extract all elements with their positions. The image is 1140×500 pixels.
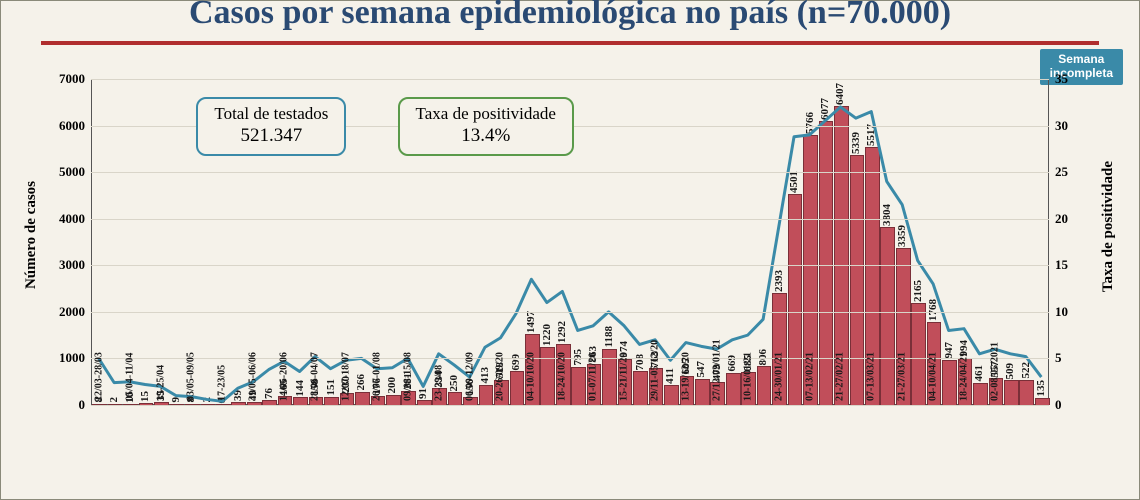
- x-tick-label: 10-16/01/21: [742, 352, 753, 405]
- ytick-right: 30: [1049, 118, 1068, 134]
- x-tick-label: 04-10/04/21: [928, 352, 939, 405]
- x-tick-label: 06/09-12/09: [464, 352, 475, 405]
- x-tick-label: 23-29/08: [433, 365, 444, 405]
- ytick-left: 2000: [59, 304, 91, 320]
- x-tick-label: 04-10/10/20: [526, 352, 537, 405]
- ytick-left: 1000: [59, 350, 91, 366]
- x-tick-label: 29/11-05/12/20: [649, 340, 660, 405]
- y-axis-label-left: Número de casos: [23, 181, 40, 289]
- chart-container: Número de casos Taxa de positividade 821…: [29, 71, 1111, 487]
- x-tick-label: 05/04-11/04: [124, 353, 135, 405]
- ytick-left: 3000: [59, 257, 91, 273]
- grid-line: [91, 312, 1049, 313]
- info-tested-label: Total de testados: [214, 103, 328, 124]
- grid-line: [91, 265, 1049, 266]
- x-tick-label: 18-24/10/20: [557, 352, 568, 405]
- x-tick-label: 22/03-28/03: [93, 352, 104, 405]
- title-underline: [41, 41, 1099, 45]
- grid-line: [91, 172, 1049, 173]
- y-axis-label-right: Taxa de positividade: [1100, 161, 1117, 292]
- ytick-left: 6000: [59, 118, 91, 134]
- x-tick-label: 26/07-01/08: [371, 352, 382, 405]
- ytick-left: 7000: [59, 71, 91, 87]
- x-tick-label: 14/06-20/06: [279, 352, 290, 405]
- info-box-positivity: Taxa de positividade 13.4%: [398, 97, 574, 156]
- x-tick-label: 28/06-04/07: [310, 352, 321, 405]
- x-tick-label: 18-24/04/21: [959, 352, 970, 405]
- ytick-left: 0: [79, 397, 92, 413]
- x-tick-label: 31/05-06/06: [248, 352, 259, 405]
- ytick-right: 20: [1049, 211, 1068, 227]
- x-tick-label: 27/12-02/01/21: [711, 339, 722, 405]
- slide-container: Casos por semana epidemiológica no país …: [0, 0, 1140, 500]
- x-tick-label: 07-13/02/21: [804, 352, 815, 405]
- plot-area: 8210153598203949761651441581512302661762…: [91, 79, 1049, 405]
- ytick-right: 0: [1049, 397, 1062, 413]
- x-tick-label: 13-19/12/20: [680, 352, 691, 405]
- grid-line: [91, 79, 1049, 80]
- ytick-right: 10: [1049, 304, 1068, 320]
- x-tick-label: 12/07-18/07: [340, 352, 351, 405]
- x-tick-label: 03/05-09/05: [186, 352, 197, 405]
- x-tick-label: 17-23/05: [217, 365, 228, 405]
- info-tested-value: 521.347: [214, 124, 328, 148]
- grid-line: [91, 219, 1049, 220]
- ytick-left: 5000: [59, 164, 91, 180]
- x-tick-label: 01-07/11/20: [588, 353, 599, 405]
- x-tick-label: 20-26/09/20: [495, 352, 506, 405]
- x-tick-label: 19-25/04: [155, 365, 166, 405]
- slide-title: Casos por semana epidemiológica no país …: [1, 0, 1139, 33]
- ytick-right: 15: [1049, 257, 1068, 273]
- ytick-right: 35: [1049, 71, 1068, 87]
- x-tick-label: 21-27/03/21: [897, 352, 908, 405]
- ytick-right: 5: [1049, 350, 1062, 366]
- info-positivity-value: 13.4%: [416, 124, 556, 148]
- info-positivity-label: Taxa de positividade: [416, 103, 556, 124]
- badge-line1: Semana: [1058, 52, 1104, 66]
- x-tick-label: 09/08-15/08: [402, 352, 413, 405]
- info-box-tested: Total de testados 521.347: [196, 97, 346, 156]
- grid-line: [91, 405, 1049, 406]
- x-tick-label: 07-13/03/21: [866, 352, 877, 405]
- ytick-right: 25: [1049, 164, 1068, 180]
- x-tick-label: 24-30/01/21: [773, 352, 784, 405]
- ytick-left: 4000: [59, 211, 91, 227]
- x-tick-label: 15-21/11/20: [619, 353, 630, 405]
- x-tick-label: 02-08/05/2021: [989, 342, 1000, 405]
- x-tick-label: 21-27/02/21: [835, 352, 846, 405]
